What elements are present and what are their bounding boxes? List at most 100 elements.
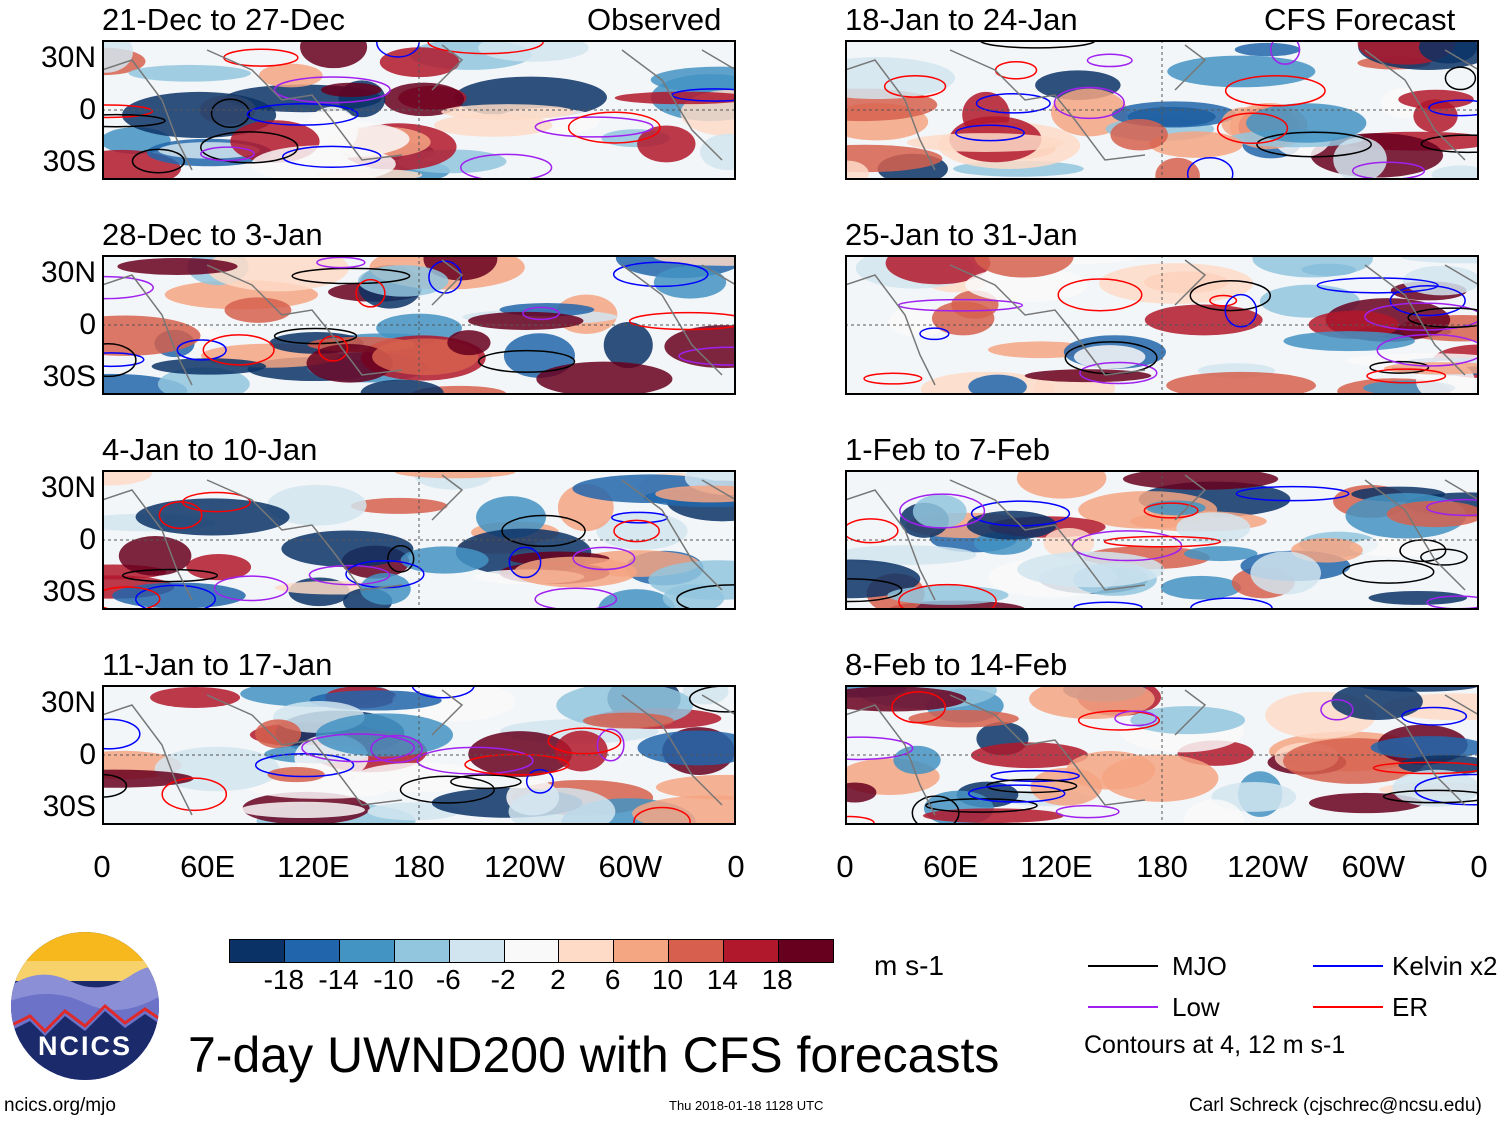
ncics-logo: NCICS bbox=[11, 932, 159, 1080]
wave-contour bbox=[121, 568, 219, 583]
wave-contour bbox=[102, 113, 166, 128]
wave-contour bbox=[1143, 502, 1199, 519]
wind-anomaly-shading bbox=[1386, 500, 1479, 528]
wind-anomaly-shading bbox=[700, 133, 736, 171]
wind-anomaly-shading bbox=[1149, 131, 1243, 158]
low-legend-line bbox=[1088, 1006, 1158, 1008]
map-panel bbox=[102, 255, 736, 395]
wind-anomaly-shading bbox=[249, 777, 392, 799]
colorbar-tick-label: 2 bbox=[550, 964, 566, 995]
wind-anomaly-shading bbox=[682, 685, 729, 705]
wind-anomaly-shading bbox=[845, 144, 943, 173]
wave-contour bbox=[1428, 99, 1479, 117]
wave-contour bbox=[678, 346, 736, 366]
wind-anomaly-shading bbox=[555, 730, 608, 772]
colorbar bbox=[229, 939, 834, 963]
wave-contour bbox=[200, 131, 299, 164]
wave-contour bbox=[613, 519, 661, 543]
wave-contour bbox=[273, 76, 391, 104]
wave-contour bbox=[291, 267, 411, 285]
author-credit: Carl Schreck (cjschrec@ncsu.edu) bbox=[1189, 1095, 1482, 1116]
map-panel bbox=[845, 40, 1479, 180]
wind-anomaly-shading bbox=[655, 774, 736, 800]
wave-contour bbox=[1414, 773, 1479, 806]
forecast-label: CFS Forecast bbox=[1264, 2, 1456, 37]
wind-anomaly-shading bbox=[650, 66, 736, 93]
wave-contour bbox=[102, 352, 145, 368]
wave-contour bbox=[301, 733, 416, 763]
coastline bbox=[102, 44, 736, 171]
coastline bbox=[102, 474, 736, 601]
wind-anomaly-shading bbox=[1400, 255, 1479, 264]
panel-frame bbox=[845, 470, 1479, 610]
wind-anomaly-shading bbox=[1184, 546, 1258, 562]
wave-contour bbox=[534, 116, 654, 138]
wind-anomaly-shading bbox=[267, 484, 367, 526]
wave-contour bbox=[1053, 86, 1125, 120]
wave-contour bbox=[316, 256, 366, 269]
lon-tick-label: 0 bbox=[93, 849, 111, 884]
wave-contour bbox=[1389, 284, 1466, 317]
timestamp: Thu 2018-01-18 1128 UTC bbox=[669, 1098, 824, 1113]
site-link[interactable]: ncics.org/mjo bbox=[4, 1095, 116, 1116]
wind-anomaly-shading bbox=[150, 686, 241, 708]
wind-anomaly-shading bbox=[1331, 685, 1423, 721]
wave-contour bbox=[633, 806, 691, 825]
wave-contour bbox=[102, 586, 161, 610]
panel-title: 1-Feb to 7-Feb bbox=[845, 432, 1051, 467]
wave-contour bbox=[1114, 710, 1158, 727]
panel-title: 21-Dec to 27-Dec bbox=[102, 2, 345, 37]
lat-tick-label: 0 bbox=[79, 523, 96, 556]
wave-contour bbox=[200, 146, 255, 162]
wind-anomaly-shading bbox=[1051, 88, 1128, 137]
lon-tick-label: 0 bbox=[836, 849, 854, 884]
panel-title: 8-Feb to 14-Feb bbox=[845, 647, 1068, 682]
wind-anomaly-shading bbox=[300, 40, 368, 69]
units-label: m s-1 bbox=[874, 950, 944, 981]
wave-contour bbox=[161, 777, 228, 812]
wind-anomaly-shading bbox=[117, 257, 238, 275]
wind-anomaly-shading bbox=[536, 361, 673, 395]
wave-contour bbox=[399, 775, 495, 804]
wave-contour bbox=[202, 334, 275, 366]
wave-contour bbox=[1316, 277, 1439, 294]
wave-contour bbox=[1382, 789, 1479, 804]
wind-anomaly-shading bbox=[513, 556, 638, 588]
lon-tick-label: 60W bbox=[1341, 849, 1406, 884]
kelvin-legend-line bbox=[1313, 965, 1383, 967]
wind-anomaly-shading bbox=[224, 297, 292, 323]
colorbar-swatch bbox=[778, 940, 833, 962]
colorbar-swatch bbox=[503, 940, 559, 962]
wave-contour bbox=[1055, 804, 1120, 819]
wind-anomaly-shading bbox=[1308, 792, 1423, 814]
wind-anomaly-shading bbox=[267, 766, 325, 783]
wave-contour bbox=[975, 93, 1051, 114]
wind-anomaly-shading bbox=[1167, 55, 1316, 88]
wave-contour bbox=[845, 518, 899, 544]
wave-contour bbox=[1444, 66, 1477, 91]
wind-anomaly-shading bbox=[478, 40, 589, 62]
wind-anomaly-shading bbox=[102, 40, 133, 73]
wind-anomaly-shading bbox=[1176, 512, 1251, 544]
wave-contour bbox=[1209, 294, 1238, 307]
wave-contour bbox=[477, 349, 576, 373]
wind-anomaly-shading bbox=[350, 497, 448, 514]
wave-contour bbox=[508, 546, 542, 579]
panel-title: 28-Dec to 3-Jan bbox=[102, 217, 323, 252]
wind-anomaly-shading bbox=[1283, 331, 1415, 352]
wind-anomaly-shading bbox=[885, 255, 991, 285]
wave-contour bbox=[1401, 706, 1468, 726]
wind-anomaly-shading bbox=[240, 801, 365, 818]
wave-contour bbox=[845, 815, 875, 825]
mjo-legend-line bbox=[1088, 965, 1158, 967]
wind-anomaly-shading bbox=[1252, 255, 1373, 278]
er-legend-label: ER bbox=[1392, 992, 1429, 1022]
wind-anomaly-shading bbox=[321, 82, 382, 98]
wave-contour bbox=[1420, 134, 1479, 154]
wind-anomaly-shading bbox=[102, 315, 201, 356]
wind-anomaly-shading bbox=[974, 255, 1074, 278]
panel-frame bbox=[845, 255, 1479, 395]
wind-anomaly-shading bbox=[632, 795, 736, 825]
lat-tick-label: 0 bbox=[79, 308, 96, 341]
wind-anomaly-shading bbox=[1291, 537, 1363, 563]
